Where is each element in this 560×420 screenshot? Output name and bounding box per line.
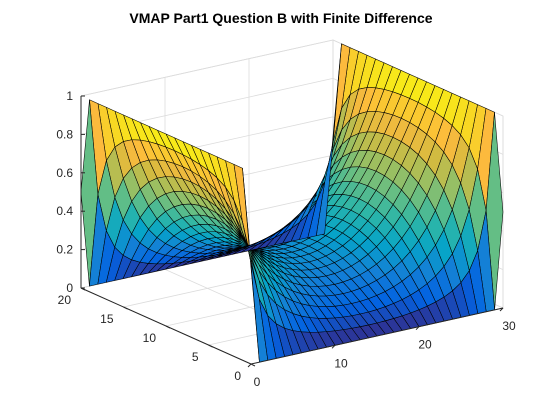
y-tick-label: 5 [192, 350, 199, 364]
surface-plot [80, 43, 504, 363]
y-tick-label: 15 [100, 312, 114, 326]
x-axis-line [250, 307, 504, 365]
y-tick-mark [165, 325, 171, 329]
grid-line-z-wall [80, 39, 334, 97]
y-tick-label: 0 [234, 369, 241, 383]
y-tick-label: 20 [58, 293, 72, 307]
x-tick-mark [331, 344, 336, 349]
x-tick-mark [415, 326, 420, 331]
z-tick-label: 0.8 [56, 127, 73, 141]
y-tick-mark [208, 344, 213, 348]
y-tick-label: 10 [143, 331, 157, 345]
z-tick-label: 0.2 [56, 243, 73, 257]
z-tick-label: 0.6 [56, 166, 73, 180]
z-tick-label: 0.4 [56, 204, 73, 218]
z-tick-label: 1 [66, 89, 73, 103]
x-tick-label: 10 [334, 356, 348, 370]
x-tick-label: 30 [502, 319, 516, 333]
y-tick-mark [123, 306, 128, 310]
axes-frame [80, 95, 504, 368]
z-tick-label: 0 [66, 281, 73, 295]
x-tick-label: 0 [254, 375, 261, 389]
chart-title: VMAP Part1 Question B with Finite Differ… [129, 10, 432, 26]
surface-facet [97, 230, 115, 285]
x-tick-mark [499, 307, 504, 312]
x-tick-label: 20 [418, 338, 432, 352]
y-tick-mark [250, 363, 256, 367]
x-tick-mark [247, 363, 252, 368]
